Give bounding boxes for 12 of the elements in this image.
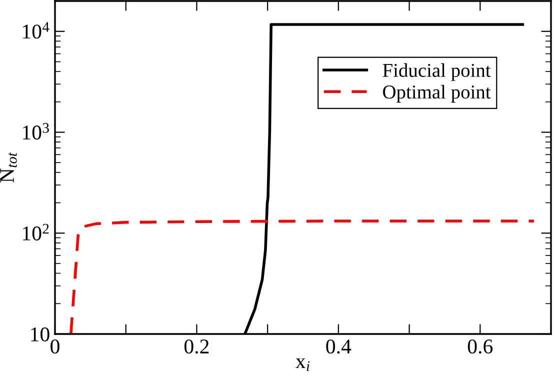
x-tick-label: 0 <box>50 339 60 354</box>
x-axis-title: x$_{i}$ <box>296 358 310 371</box>
y-tick-label: 10$^{2}$ <box>23 224 49 240</box>
x-tick-label: 0.6 <box>468 339 493 354</box>
legend-label: Optimal point <box>383 84 491 103</box>
y-tick-label: 10$^{3}$ <box>23 123 49 140</box>
y-axis-title: N$_{tot}$ <box>0 152 17 183</box>
x-tick-label: 0.2 <box>184 339 209 354</box>
y-tick-label: 10$^{4}$ <box>23 22 50 39</box>
legend-label: Fiducial point <box>382 63 491 81</box>
y-tick-label: 10 <box>31 327 50 342</box>
x-tick-label: 0.4 <box>326 339 352 354</box>
